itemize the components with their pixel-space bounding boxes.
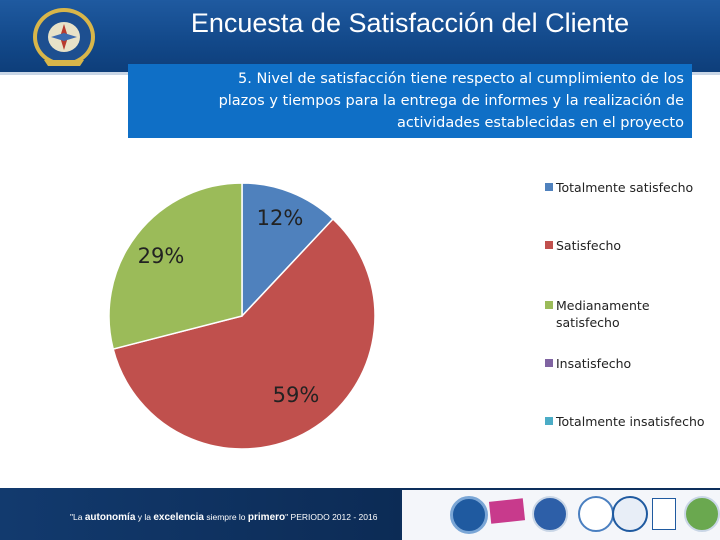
- legend-item: Totalmente insatisfecho: [545, 413, 706, 430]
- slogan-bold: autonomía: [84, 512, 136, 523]
- pie-slice-totalmente-satisfecho: [241, 182, 335, 318]
- legend-label: Satisfecho: [556, 238, 622, 253]
- slogan-part: siempre lo: [203, 512, 248, 522]
- footer-slogan: "La autonomía y la excelencia siempre lo…: [70, 512, 377, 523]
- accreditation-ribbon-icon: [488, 498, 526, 524]
- header-bar: [0, 0, 720, 72]
- legend-swatch: [545, 417, 553, 425]
- slogan-part: " PERIODO 2012 - 2016: [285, 512, 378, 522]
- legend-swatch: [545, 241, 553, 249]
- slogan-bold: excelencia: [153, 512, 204, 523]
- slogan-bold: primero: [247, 512, 286, 523]
- slogan-part: y la: [135, 512, 154, 522]
- question-text: 5. Nivel de satisfacción tiene respecto …: [136, 68, 684, 134]
- pie-data-label: 29%: [138, 244, 185, 268]
- pie-slices: [108, 182, 376, 450]
- pie-data-label: 12%: [257, 206, 304, 230]
- question-line: plazos y tiempos para la entrega de info…: [218, 93, 684, 109]
- award-seal-icon: [684, 496, 720, 532]
- legend-item: Totalmente satisfecho: [545, 179, 706, 196]
- page-title: Encuesta de Satisfacción del Cliente: [190, 8, 630, 38]
- footer-bar: "La autonomía y la excelencia siempre lo…: [0, 488, 720, 540]
- accreditation-seal-icon: [450, 496, 488, 534]
- pie-labels: 12% 59% 29%: [138, 206, 320, 407]
- pie-slice-satisfecho: [112, 217, 376, 450]
- legend-item: Medianamente satisfecho: [545, 297, 706, 331]
- legend-item: Insatisfecho: [545, 355, 706, 372]
- legend-label: Totalmente satisfecho: [556, 180, 694, 195]
- legend-item: Satisfecho: [545, 237, 706, 254]
- legend-swatch: [545, 183, 553, 191]
- certification-seal-icon: [578, 496, 614, 532]
- legend-label: Medianamente satisfecho: [556, 298, 650, 330]
- iso-seal-icon: [532, 496, 568, 532]
- university-seal-icon: [33, 8, 95, 66]
- ranking-logo-icon: [652, 498, 676, 530]
- legend-swatch: [545, 359, 553, 367]
- question-line: 5. Nivel de satisfacción tiene respecto …: [238, 71, 684, 87]
- legend-swatch: [545, 301, 553, 309]
- legend-label: Totalmente insatisfecho: [556, 414, 705, 429]
- question-line: actividades establecidas en el proyecto: [396, 115, 684, 131]
- pie-slice-medianamente-satisfecho: [108, 182, 243, 350]
- legend-label: Insatisfecho: [556, 356, 632, 371]
- quality-seal-icon: [612, 496, 648, 532]
- accreditation-logos: [402, 490, 720, 540]
- footer-slogan-panel: "La autonomía y la excelencia siempre lo…: [0, 488, 400, 540]
- pie-data-label: 59%: [273, 383, 320, 407]
- slogan-part: "La: [70, 512, 85, 522]
- question-banner: 5. Nivel de satisfacción tiene respecto …: [128, 64, 692, 138]
